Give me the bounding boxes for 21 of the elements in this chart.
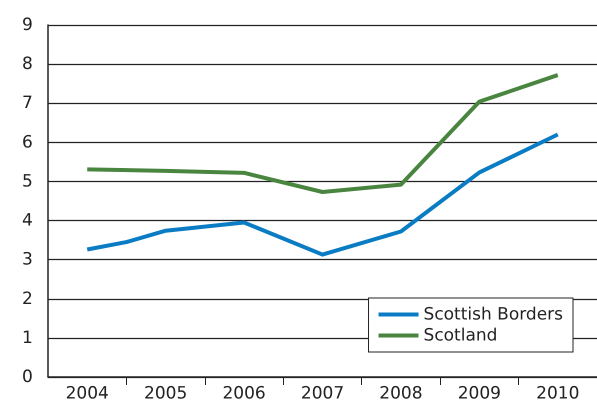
y-tick-label: 4 (22, 210, 33, 231)
legend-label: Scottish Borders (424, 304, 564, 324)
x-tick-label: 2006 (222, 384, 266, 404)
y-tick-label: 7 (22, 93, 33, 114)
x-tick-label: 2004 (66, 384, 109, 404)
y-tick-label: 3 (22, 250, 33, 270)
line-series (85, 73, 560, 194)
line-series (85, 132, 560, 257)
y-tick-label: 2 (22, 288, 33, 309)
y-tick-label: 0 (22, 367, 33, 387)
y-tick-label: 1 (22, 328, 33, 348)
y-tick-label: 5 (22, 171, 33, 192)
x-tick-label: 2007 (300, 384, 344, 404)
y-tick-label: 8 (22, 54, 33, 74)
x-tick-label: 2010 (536, 384, 580, 404)
legend-label: Scotland (424, 326, 498, 346)
y-tick-label: 6 (22, 132, 33, 152)
y-tick-label: 9 (22, 15, 33, 35)
x-tick-label: 2009 (458, 384, 501, 404)
x-tick-label: 2008 (379, 384, 423, 404)
x-tick-label: 2005 (144, 384, 188, 404)
